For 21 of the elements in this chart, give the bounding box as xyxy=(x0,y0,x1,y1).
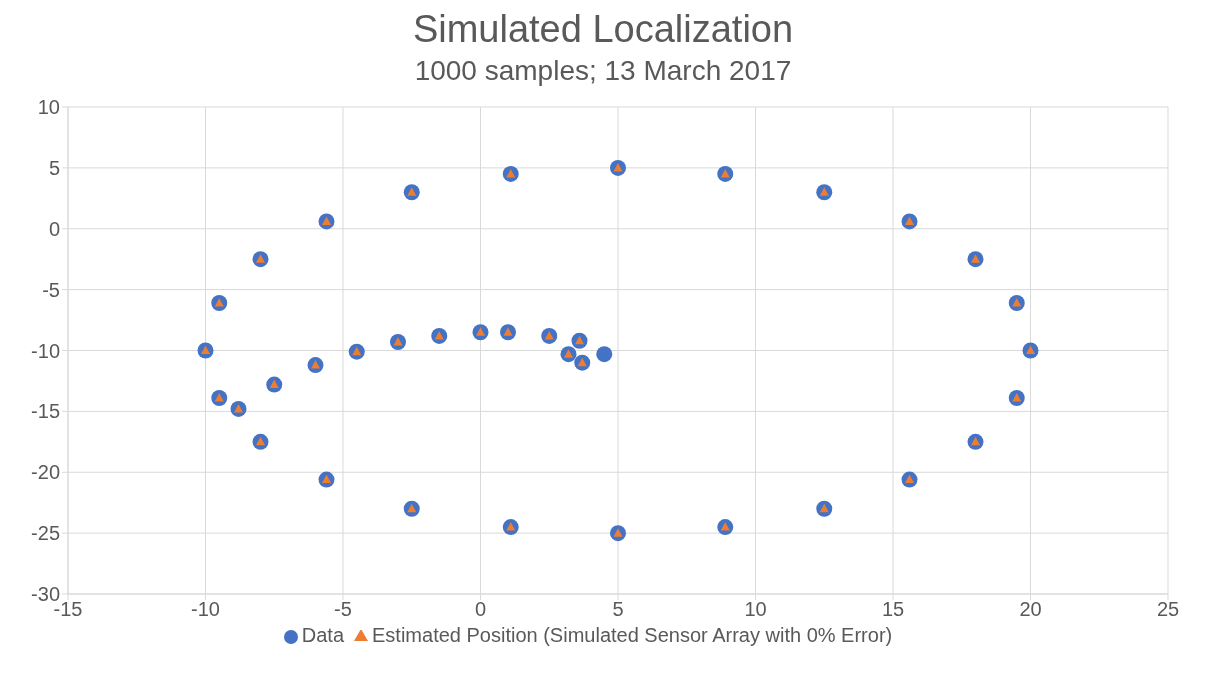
y-tick-label: 10 xyxy=(37,96,60,119)
x-tick-label: 0 xyxy=(474,598,487,621)
legend-label: Data xyxy=(301,624,345,646)
x-tick-label: -10 xyxy=(191,598,220,621)
y-tick-label: -20 xyxy=(31,461,60,484)
legend-label: Estimated Position (Simulated Sensor Array with 0% Error) xyxy=(372,624,893,646)
chart-title: Simulated Localization xyxy=(411,8,795,51)
x-tick-label: 25 xyxy=(1156,598,1180,621)
point xyxy=(596,346,613,363)
y-tick-label: -15 xyxy=(31,400,60,423)
y-tick-label: -10 xyxy=(31,339,60,362)
y-tick-label: 5 xyxy=(48,156,60,179)
x-tick-label: -5 xyxy=(334,598,352,621)
x-tick-label: 10 xyxy=(744,598,767,621)
y-tick-label: -5 xyxy=(42,278,60,301)
y-tick-label: 0 xyxy=(48,217,60,240)
x-tick-label: 20 xyxy=(1019,598,1042,621)
x-tick-label: 5 xyxy=(612,598,624,621)
x-tick-label: 15 xyxy=(881,598,905,621)
chart-subtitle: 1000 samples; 13 March 2017 xyxy=(413,55,793,87)
y-tick-label: -25 xyxy=(31,522,60,545)
